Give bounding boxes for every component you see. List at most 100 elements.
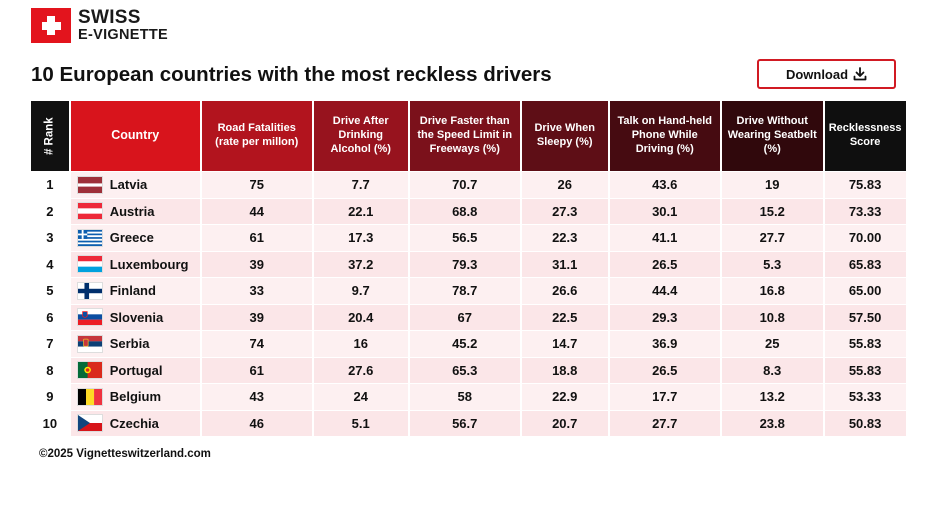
drive-after-drinking-cell: 20.4 [313,303,408,330]
header-recklessness-score: Recklessness Score [824,101,906,171]
score-cell: 53.33 [824,383,906,410]
table-row: 7 Serbia 74 16 45.2 14.7 36.9 25 55.83 [31,330,906,357]
table-row: 10 Czechia 46 5.1 56.7 20.7 27.7 23.8 50.83 [31,409,906,436]
road-fatalities-cell: 43 [201,383,312,410]
header-country: Country [70,101,200,171]
header-rank: # Rank [31,101,69,171]
drive-faster-cell: 56.7 [409,409,520,436]
talk-phone-cell: 29.3 [609,303,720,330]
table-header-row: # Rank Country Road Fatalities (rate per… [31,101,906,171]
talk-phone-cell: 17.7 [609,383,720,410]
no-seatbelt-cell: 27.7 [721,224,823,251]
road-fatalities-cell: 33 [201,277,312,304]
drive-sleepy-cell: 22.9 [521,383,608,410]
score-cell: 55.83 [824,356,906,383]
drive-faster-cell: 56.5 [409,224,520,251]
talk-phone-cell: 27.7 [609,409,720,436]
rank-cell: 8 [31,356,69,383]
country-name: Portugal [109,362,163,378]
download-label: Download [785,66,849,82]
brand-logo: SWISS E-VIGNETTE [31,8,168,43]
country-cell: Czechia [70,409,200,436]
drive-after-drinking-cell: 22.1 [313,197,408,224]
latvia-flag-icon [76,175,103,194]
country-name: Czechia [109,415,159,431]
country-name: Luxembourg [109,256,189,272]
rank-cell: 3 [31,224,69,251]
drive-faster-cell: 70.7 [409,171,520,198]
belgium-flag-icon [76,387,103,406]
drive-after-drinking-cell: 27.6 [313,356,408,383]
country-cell: Austria [70,197,200,224]
talk-phone-cell: 36.9 [609,330,720,357]
country-cell: Serbia [70,330,200,357]
table-row: 6 Slovenia 39 20.4 67 22.5 29.3 10.8 57.50 [31,303,906,330]
luxembourg-flag-icon [76,255,103,274]
talk-phone-cell: 26.5 [609,356,720,383]
table-row: 4 Luxembourg 39 37.2 79.3 31.1 26.5 5.3 65.83 [31,250,906,277]
czechia-flag-icon [76,414,103,433]
drive-after-drinking-cell: 5.1 [313,409,408,436]
header-talk-phone: Talk on Hand-held Phone While Driving (%… [609,101,720,171]
drive-sleepy-cell: 22.3 [521,224,608,251]
header-drive-sleepy: Drive When Sleepy (%) [521,101,608,171]
rank-cell: 4 [31,250,69,277]
country-cell: Portugal [70,356,200,383]
no-seatbelt-cell: 8.3 [721,356,823,383]
no-seatbelt-cell: 23.8 [721,409,823,436]
reckless-drivers-table: # Rank Country Road Fatalities (rate per… [29,101,908,436]
no-seatbelt-cell: 19 [721,171,823,198]
rank-cell: 9 [31,383,69,410]
road-fatalities-cell: 44 [201,197,312,224]
brand-line-1: SWISS [78,7,141,29]
slovenia-flag-icon [76,308,103,327]
drive-sleepy-cell: 27.3 [521,197,608,224]
table-row: 8 Portugal 61 27.6 65.3 18.8 26.5 8.3 55.83 [31,356,906,383]
drive-after-drinking-cell: 9.7 [313,277,408,304]
country-name: Latvia [109,177,148,193]
drive-sleepy-cell: 26 [521,171,608,198]
header-drive-after-drinking: Drive After Drinking Alcohol (%) [313,101,408,171]
drive-faster-cell: 67 [409,303,520,330]
drive-sleepy-cell: 18.8 [521,356,608,383]
rank-cell: 10 [31,409,69,436]
drive-sleepy-cell: 20.7 [521,409,608,436]
score-cell: 70.00 [824,224,906,251]
rank-cell: 1 [31,171,69,198]
table-row: 2 Austria 44 22.1 68.8 27.3 30.1 15.2 73.33 [31,197,906,224]
drive-after-drinking-cell: 24 [313,383,408,410]
austria-flag-icon [76,202,103,221]
swiss-cross-icon [31,8,71,43]
download-button[interactable]: Download [757,59,896,89]
score-cell: 50.83 [824,409,906,436]
score-cell: 73.33 [824,197,906,224]
header-rank-label: # Rank [43,116,56,155]
no-seatbelt-cell: 5.3 [721,250,823,277]
drive-faster-cell: 78.7 [409,277,520,304]
brand-line-2: E-VIGNETTE [78,27,169,44]
country-name: Austria [109,203,155,219]
no-seatbelt-cell: 16.8 [721,277,823,304]
no-seatbelt-cell: 13.2 [721,383,823,410]
talk-phone-cell: 43.6 [609,171,720,198]
finland-flag-icon [76,281,103,300]
country-name: Slovenia [109,309,164,325]
road-fatalities-cell: 61 [201,224,312,251]
drive-sleepy-cell: 22.5 [521,303,608,330]
country-name: Serbia [109,336,150,352]
road-fatalities-cell: 61 [201,356,312,383]
drive-sleepy-cell: 31.1 [521,250,608,277]
header-road-fatalities: Road Fatalities (rate per millon) [201,101,312,171]
rank-cell: 2 [31,197,69,224]
drive-sleepy-cell: 26.6 [521,277,608,304]
copyright-footer: ©2025 Vignetteswitzerland.com [39,448,211,460]
country-cell: Greece [70,224,200,251]
talk-phone-cell: 44.4 [609,277,720,304]
table-row: 1 Latvia 75 7.7 70.7 26 43.6 19 75.83 [31,171,906,198]
header-drive-faster: Drive Faster than the Speed Limit in Fre… [409,101,520,171]
road-fatalities-cell: 39 [201,250,312,277]
road-fatalities-cell: 39 [201,303,312,330]
no-seatbelt-cell: 10.8 [721,303,823,330]
header-no-seatbelt: Drive Without Wearing Seatbelt (%) [721,101,823,171]
country-cell: Slovenia [70,303,200,330]
